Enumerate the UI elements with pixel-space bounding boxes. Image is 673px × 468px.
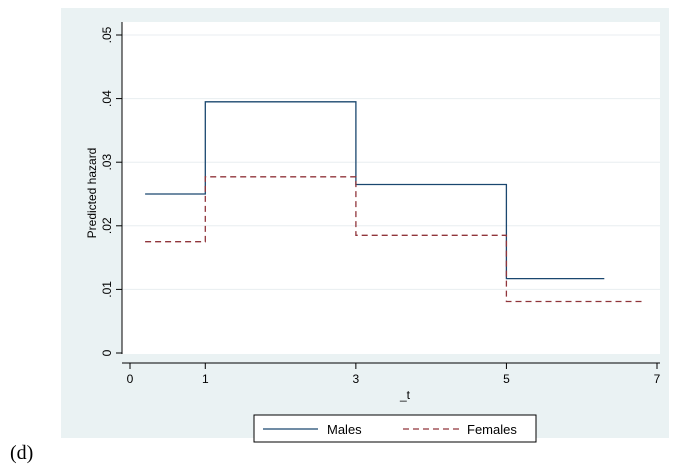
x-axis-title: _t: [399, 388, 411, 402]
y-tick-label: .04: [100, 90, 114, 107]
series-lines: [145, 101, 642, 303]
x-tick-label: 0: [127, 372, 134, 386]
y-ticks: 0 .01 .02 .03 .04 .05: [100, 26, 122, 356]
y-tick-label: .03: [100, 154, 114, 171]
axes: [121, 22, 660, 364]
x-ticks: 0 1 3 5 7: [127, 363, 661, 386]
y-tick-label: 0: [100, 349, 114, 356]
series-line-females: [145, 176, 642, 303]
legend-label-males: Males: [327, 422, 362, 437]
y-tick-label: .02: [100, 217, 114, 234]
plot-area: [122, 22, 660, 354]
gridlines: [122, 34, 660, 290]
x-tick-label: 5: [503, 372, 510, 386]
x-tick-label: 7: [654, 372, 661, 386]
panel-label: (d): [10, 442, 34, 464]
legend: Males Females: [253, 414, 537, 443]
y-tick-label: .01: [100, 281, 114, 298]
y-axis-title: Predicted hazard: [85, 148, 99, 239]
x-tick-label: 1: [202, 372, 209, 386]
legend-label-females: Females: [467, 422, 517, 437]
y-tick-label: .05: [100, 26, 114, 43]
x-tick-label: 3: [353, 372, 360, 386]
legend-box: [253, 414, 537, 443]
